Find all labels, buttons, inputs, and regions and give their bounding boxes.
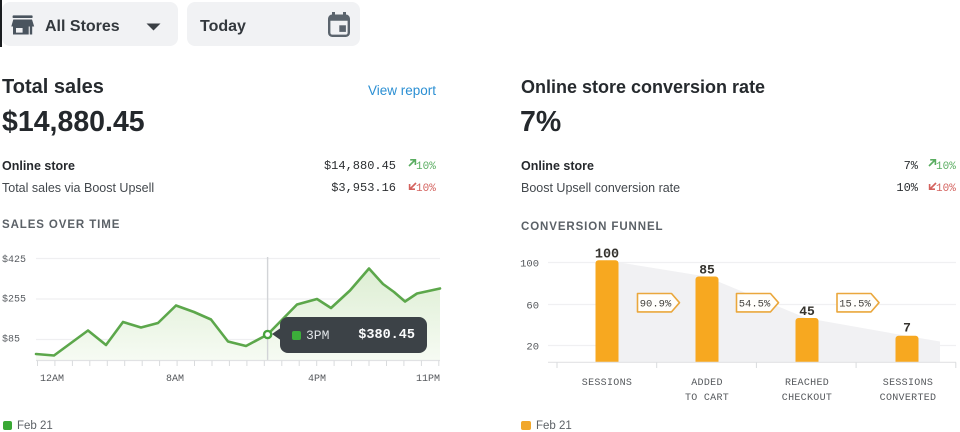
svg-text:60: 60 [526, 301, 539, 313]
svg-text:SESSIONS: SESSIONS [582, 378, 632, 389]
svg-text:TO CART: TO CART [685, 393, 729, 404]
svg-text:90.9%: 90.9% [640, 299, 672, 311]
svg-text:7: 7 [903, 321, 911, 336]
svg-text:100: 100 [520, 259, 539, 271]
svg-text:12AM: 12AM [40, 374, 64, 385]
svg-text:11PM: 11PM [416, 374, 440, 385]
svg-text:$255: $255 [2, 294, 26, 306]
svg-text:CHECKOUT: CHECKOUT [782, 393, 832, 404]
svg-text:ADDED: ADDED [691, 378, 723, 389]
svg-text:54.5%: 54.5% [739, 299, 771, 311]
svg-text:4PM: 4PM [308, 374, 326, 385]
svg-text:20: 20 [526, 342, 539, 354]
svg-text:REACHED: REACHED [785, 378, 829, 389]
svg-text:100: 100 [595, 248, 619, 263]
svg-text:SESSIONS: SESSIONS [883, 378, 933, 389]
svg-text:85: 85 [699, 263, 715, 278]
svg-text:8AM: 8AM [166, 374, 184, 385]
svg-text:15.5%: 15.5% [839, 299, 871, 311]
svg-text:$85: $85 [2, 334, 20, 346]
svg-text:$425: $425 [2, 254, 26, 266]
svg-text:45: 45 [799, 304, 815, 319]
svg-text:CONVERTED: CONVERTED [880, 393, 937, 404]
